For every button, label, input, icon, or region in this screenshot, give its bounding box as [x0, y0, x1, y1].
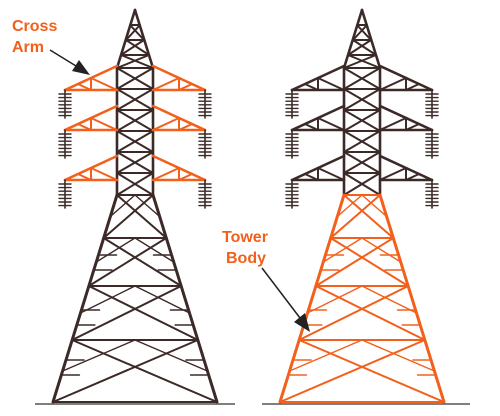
- left-tower: [51, 8, 219, 404]
- insulator-string: [285, 89, 299, 119]
- insulator-string: [425, 89, 439, 119]
- insulator-string: [285, 129, 299, 159]
- insulator-string: [285, 179, 299, 209]
- cross-arm-pointer-arrow: [49, 49, 90, 75]
- tower-body-label-line2: Body: [226, 250, 266, 267]
- cross-arms: [285, 64, 439, 209]
- tower-body: [51, 193, 219, 404]
- cross-arm: [58, 64, 212, 119]
- insulator-string: [198, 179, 212, 209]
- cross-arm: [58, 154, 212, 209]
- tower-body-pointer-arrow: [261, 267, 310, 332]
- insulator-string: [58, 129, 72, 159]
- tower-upper-shaft: [115, 66, 155, 197]
- cross-arms: [58, 64, 212, 209]
- cross-arm: [285, 154, 439, 209]
- tower-body-label-line1: Tower: [222, 229, 268, 246]
- tower-upper-shaft: [342, 66, 382, 197]
- insulator-string: [58, 179, 72, 209]
- cross-arm-label-line2: Arm: [12, 39, 44, 56]
- insulator-string: [198, 89, 212, 119]
- right-tower: [278, 8, 446, 404]
- tower-peak: [342, 8, 382, 70]
- insulator-string: [198, 129, 212, 159]
- insulator-string: [58, 89, 72, 119]
- insulator-string: [425, 129, 439, 159]
- cross-arm: [58, 104, 212, 159]
- tower-peak: [115, 8, 155, 70]
- cross-arm: [285, 104, 439, 159]
- cross-arm: [285, 64, 439, 119]
- insulator-string: [425, 179, 439, 209]
- cross-arm-label-line1: Cross: [12, 18, 57, 35]
- tower-body: [278, 193, 446, 404]
